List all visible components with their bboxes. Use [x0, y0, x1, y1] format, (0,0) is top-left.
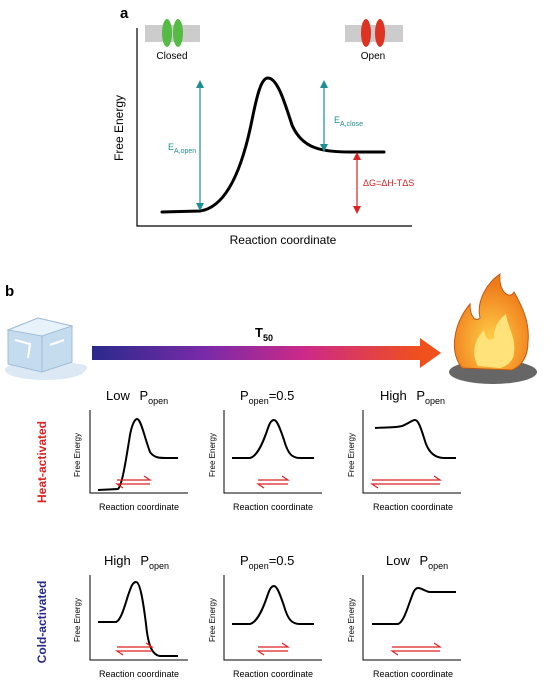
- cold-plot-low-axes: [362, 575, 461, 661]
- open-channel-icon: [345, 19, 403, 47]
- heat-plot-high-xlabel: Reaction coordinate: [373, 502, 453, 512]
- cold-plot-low-curve: [372, 586, 456, 625]
- temperature-arrowhead: [420, 338, 441, 368]
- panel-a-ylabel: Free Energy: [112, 95, 126, 161]
- cold-plot-mid-axes: [223, 575, 322, 661]
- heat-plot-high-axes: [362, 410, 461, 494]
- cold-plot-mid-title: Popen=0.5: [240, 553, 294, 571]
- heat-plot-low: Low Popen Free Energy Reaction coordinat…: [73, 388, 188, 512]
- cold-plot-mid: Popen=0.5 Free Energy Reaction coordinat…: [208, 553, 322, 679]
- fire-icon: [449, 272, 537, 384]
- panel-b: b T50 Heat-activated Cold-activated Low …: [5, 272, 537, 679]
- cold-plot-high-xlabel: Reaction coordinate: [99, 669, 179, 679]
- heat-plot-low-xlabel: Reaction coordinate: [99, 502, 179, 512]
- panel-b-label: b: [5, 283, 14, 300]
- cold-plot-high-curve: [98, 580, 178, 657]
- open-label: Open: [361, 51, 385, 62]
- cold-plot-low-equilibrium-icon: [390, 642, 442, 656]
- t50-label: T50: [255, 325, 273, 343]
- heat-plot-low-ylabel: Free Energy: [73, 433, 82, 477]
- heat-plot-high-equilibrium-icon: [370, 475, 442, 489]
- cold-plot-high-ylabel: Free Energy: [73, 598, 82, 642]
- cold-plot-low-title: Low Popen: [386, 553, 448, 571]
- ea-close-main: E: [334, 115, 340, 125]
- panel-a-axes: [136, 28, 412, 227]
- energy-curve: [160, 76, 386, 214]
- heat-plot-mid-equilibrium-icon: [256, 475, 290, 489]
- cold-plot-low-xlabel: Reaction coordinate: [373, 669, 453, 679]
- cold-activated-label: Cold-activated: [35, 581, 49, 664]
- heat-plot-low-equilibrium-icon: [115, 475, 152, 489]
- heat-plot-mid: Popen=0.5 Free Energy Reaction coordinat…: [208, 388, 322, 512]
- t50-sub: 50: [263, 333, 273, 343]
- cold-plot-mid-xlabel: Reaction coordinate: [233, 669, 313, 679]
- heat-plot-mid-ylabel: Free Energy: [208, 433, 217, 477]
- ea-open-label: EA,open: [168, 142, 196, 155]
- cold-plot-high-axes: [89, 575, 188, 661]
- ice-cube-icon: [5, 317, 87, 380]
- heat-activated-label: Heat-activated: [35, 421, 49, 503]
- cold-plot-high-title: High Popen: [104, 553, 169, 571]
- heat-plot-high-curve: [374, 418, 456, 459]
- cold-plot-low: Low Popen Free Energy Reaction coordinat…: [347, 553, 461, 679]
- delta-g-label: ΔG=ΔH-TΔS: [363, 178, 414, 188]
- heat-plot-low-axes: [89, 410, 188, 494]
- cold-plot-mid-ylabel: Free Energy: [208, 598, 217, 642]
- cold-plot-mid-equilibrium-icon: [256, 642, 290, 656]
- cold-plot-high: High Popen Free Energy Reaction coordina…: [73, 553, 188, 679]
- heat-plot-high-ylabel: Free Energy: [347, 433, 356, 477]
- cold-plot-mid-curve: [232, 584, 314, 625]
- ea-open-main: E: [168, 142, 174, 152]
- ea-close-sub: A,close: [340, 121, 363, 128]
- heat-plot-mid-axes: [223, 410, 322, 494]
- heat-plot-mid-curve: [232, 418, 314, 459]
- heat-plot-mid-xlabel: Reaction coordinate: [233, 502, 313, 512]
- heat-plot-high: High Popen Free Energy Reaction coordina…: [347, 388, 461, 512]
- cold-plot-low-ylabel: Free Energy: [347, 598, 356, 642]
- closed-label: Closed: [156, 51, 187, 62]
- ea-open-sub: A,open: [174, 148, 196, 155]
- panel-a: a Closed Open Free Energy Reaction coord…: [112, 5, 414, 247]
- ea-close-label: EA,close: [334, 115, 363, 128]
- temperature-gradient-bar: [92, 346, 420, 360]
- heat-plot-high-title: High Popen: [380, 388, 445, 406]
- closed-channel-icon: [145, 19, 200, 47]
- panel-a-label: a: [120, 5, 129, 22]
- heat-plot-low-title: Low Popen: [106, 388, 168, 406]
- heat-plot-low-curve: [97, 417, 178, 491]
- panel-a-xlabel: Reaction coordinate: [230, 233, 337, 247]
- cold-plot-high-equilibrium-icon: [115, 642, 154, 656]
- heat-plot-mid-title: Popen=0.5: [240, 388, 294, 406]
- t50-main: T: [255, 325, 263, 340]
